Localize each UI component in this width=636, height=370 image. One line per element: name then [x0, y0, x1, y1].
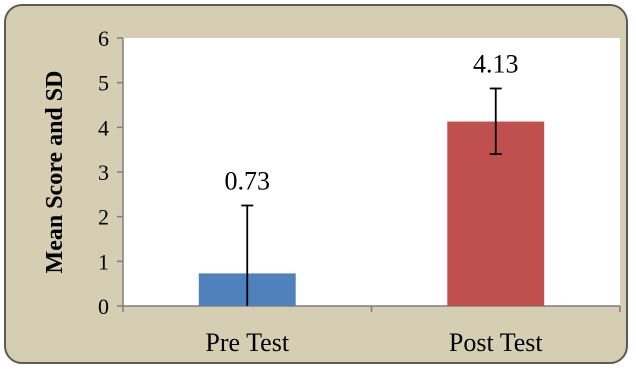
y-tick-label: 6 — [98, 26, 109, 51]
y-tick-label: 0 — [98, 294, 109, 319]
y-tick-label: 1 — [98, 249, 109, 274]
y-tick-label: 5 — [98, 71, 109, 96]
category-label: Pre Test — [205, 328, 289, 357]
category-label: Post Test — [449, 328, 544, 357]
data-label: 4.13 — [473, 49, 519, 78]
y-tick-label: 2 — [98, 205, 109, 230]
y-tick-label: 3 — [98, 160, 109, 185]
y-tick-label: 4 — [98, 115, 109, 140]
data-label: 0.73 — [225, 167, 271, 196]
plot-area — [123, 38, 620, 306]
y-axis-title: Mean Score and SD — [42, 71, 68, 274]
